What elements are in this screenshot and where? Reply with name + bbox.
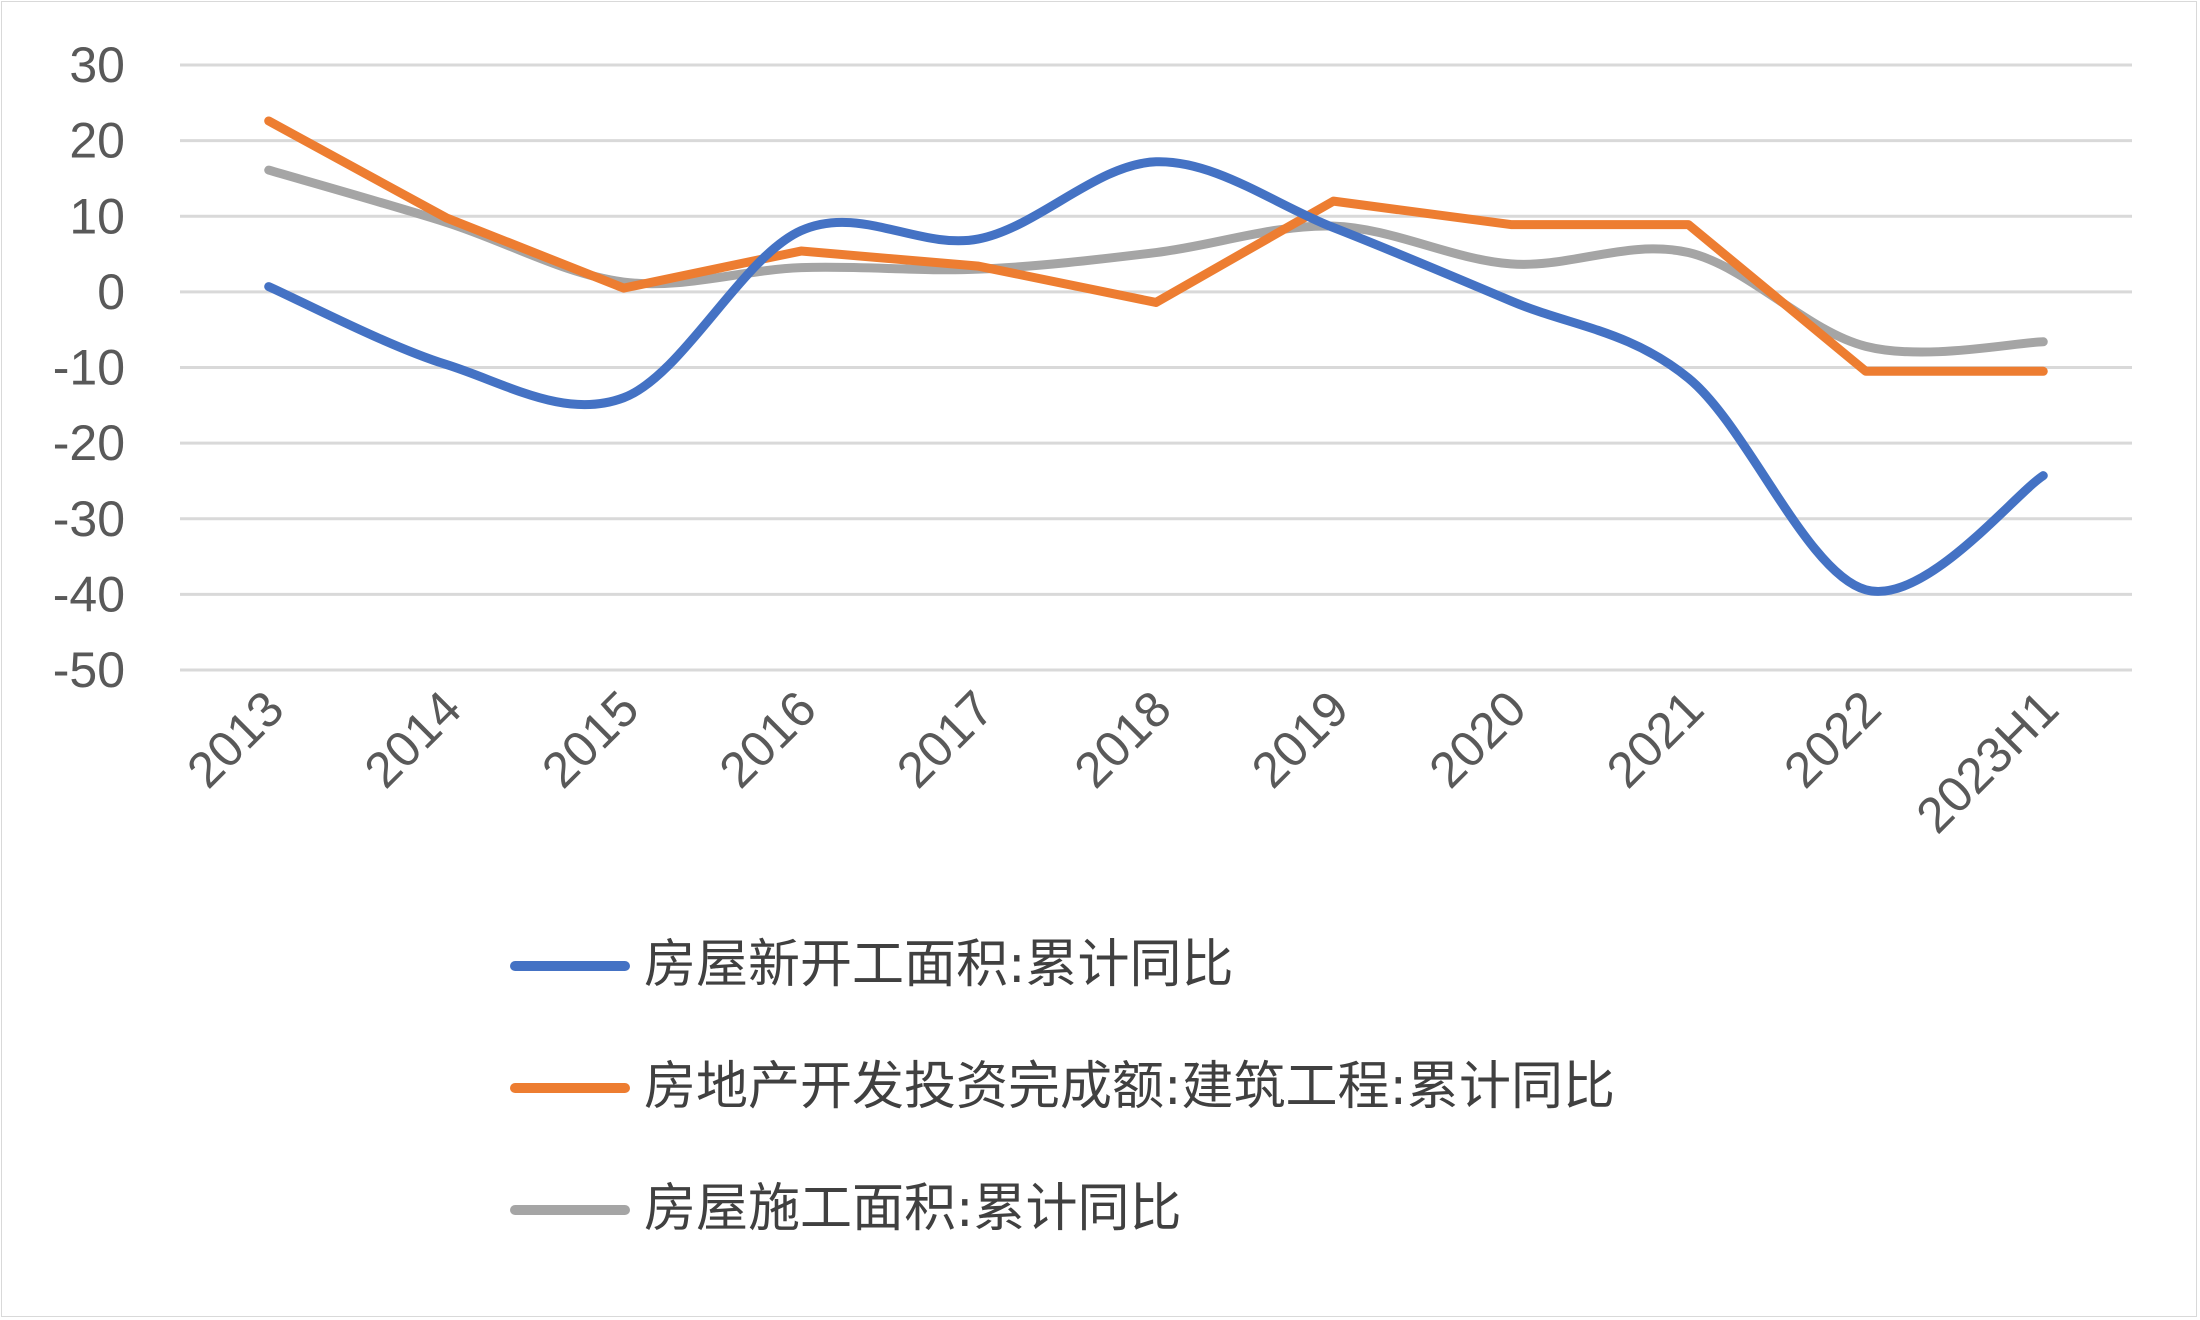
y-tick-label: 30: [69, 37, 125, 93]
x-tick-label: 2022: [1773, 680, 1891, 798]
x-tick-label: 2019: [1241, 680, 1359, 798]
x-tick-label: 2017: [886, 680, 1004, 798]
x-tick-label: 2018: [1064, 680, 1182, 798]
legend-swatch: [510, 961, 630, 971]
x-tick-label: 2021: [1596, 680, 1714, 798]
series-line-new-construction: [264, 157, 2048, 596]
y-tick-label: -50: [53, 642, 125, 698]
legend-label: 房屋施工面积:累计同比: [644, 1179, 1182, 1239]
series-line-under-construction: [264, 165, 2048, 357]
x-tick-label: 2014: [354, 680, 472, 798]
legend-label: 房地产开发投资完成额:建筑工程:累计同比: [644, 1057, 1616, 1117]
x-tick-label: 2015: [531, 680, 649, 798]
legend-label: 房屋新开工面积:累计同比: [644, 935, 1234, 995]
legend-swatch: [510, 1083, 630, 1093]
legend-item-new-construction: 房屋新开工面积:累计同比: [510, 930, 1810, 1000]
legend-item-building-investment: 房地产开发投资完成额:建筑工程:累计同比: [510, 1052, 1810, 1122]
y-tick-label: -20: [53, 415, 125, 471]
x-tick-label: 2023H1: [1906, 680, 2069, 843]
y-tick-label: 0: [97, 264, 125, 320]
y-tick-label: -30: [53, 491, 125, 547]
y-tick-label: -10: [53, 340, 125, 396]
x-tick-label: 2016: [709, 680, 827, 798]
series-line-building-investment: [264, 116, 2048, 376]
legend-swatch: [510, 1205, 630, 1215]
x-tick-label: 2020: [1418, 680, 1536, 798]
legend-item-under-construction: 房屋施工面积:累计同比: [510, 1174, 1810, 1244]
x-tick-label: 2013: [176, 680, 294, 798]
y-tick-label: 20: [69, 113, 125, 169]
y-tick-label: 10: [69, 188, 125, 244]
y-tick-label: -40: [53, 566, 125, 622]
